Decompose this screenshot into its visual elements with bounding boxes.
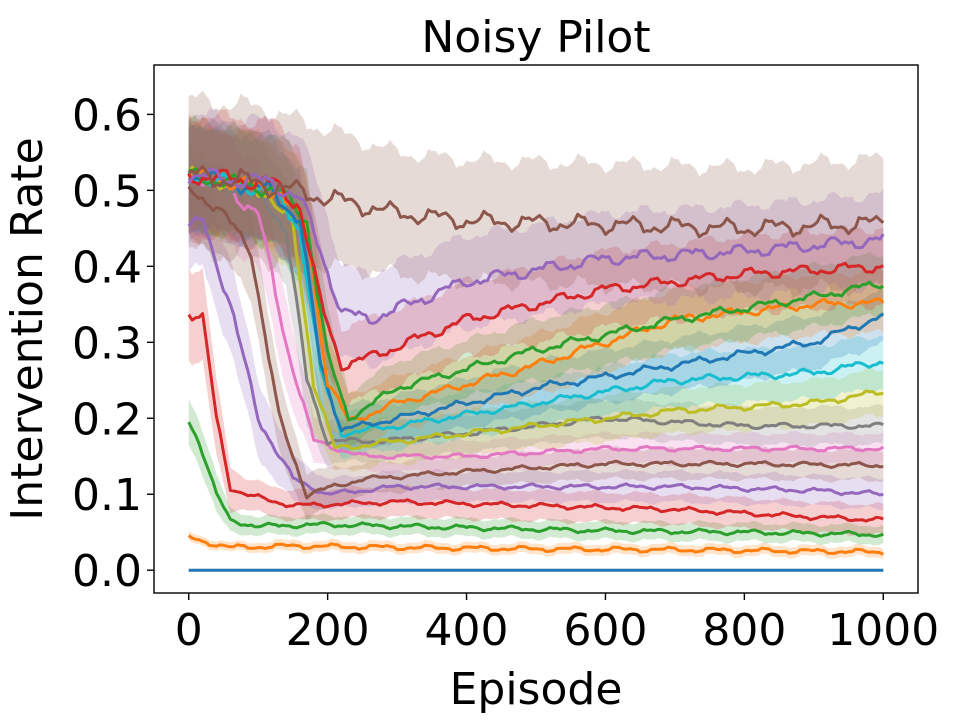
series-band-8 xyxy=(188,114,884,472)
x-tick-label: 400 xyxy=(425,605,509,656)
series-line-12 xyxy=(188,167,884,422)
y-axis-label: Intervention Rate xyxy=(2,137,53,520)
series-band-12 xyxy=(188,115,884,447)
series-lines xyxy=(187,165,885,572)
series-band-14 xyxy=(188,108,884,370)
plot-frame xyxy=(153,64,919,594)
series-band-3 xyxy=(188,268,884,537)
series-band-7 xyxy=(188,118,884,467)
x-tick-label: 0 xyxy=(175,605,203,656)
series-band-6 xyxy=(188,124,884,474)
y-tick-label: 0.2 xyxy=(72,394,142,445)
chart-title: Noisy Pilot xyxy=(421,12,650,63)
series-line-5 xyxy=(187,185,884,500)
series-line-3 xyxy=(187,312,884,523)
series-line-13 xyxy=(187,168,884,372)
series-band-15 xyxy=(188,90,884,299)
y-tick-label: 0.4 xyxy=(72,242,142,293)
series-line-8 xyxy=(187,165,884,451)
series-band-10 xyxy=(188,117,884,454)
series-line-2 xyxy=(187,421,884,538)
x-tick-label: 200 xyxy=(286,605,370,656)
series-line-10 xyxy=(188,168,885,433)
y-tick-label: 0.0 xyxy=(72,546,142,597)
series-band-4 xyxy=(188,171,884,511)
x-tick-label: 600 xyxy=(563,605,647,656)
series-band-11 xyxy=(188,116,884,448)
series-band-1 xyxy=(188,531,884,560)
y-tick-label: 0.6 xyxy=(72,90,142,141)
y-tick-label: 0.3 xyxy=(72,318,142,369)
series-line-15 xyxy=(188,165,885,239)
y-axis: 0.0 0.1 0.2 0.3 0.4 0.5 0.6 xyxy=(72,90,154,597)
x-tick-label: 800 xyxy=(702,605,786,656)
series-band-2 xyxy=(188,399,884,546)
series-line-1 xyxy=(187,534,885,556)
series-line-9 xyxy=(187,171,884,438)
series-band-13 xyxy=(188,109,884,408)
series-line-4 xyxy=(187,215,884,497)
x-axis: 0 200 400 600 800 1000 xyxy=(175,593,939,656)
series-line-6 xyxy=(187,176,885,461)
series-line-14 xyxy=(187,167,885,325)
y-tick-label: 0.1 xyxy=(72,470,142,521)
x-axis-label: Episode xyxy=(450,664,623,715)
x-tick-label: 1000 xyxy=(827,605,939,656)
y-tick-label: 0.5 xyxy=(72,166,142,217)
